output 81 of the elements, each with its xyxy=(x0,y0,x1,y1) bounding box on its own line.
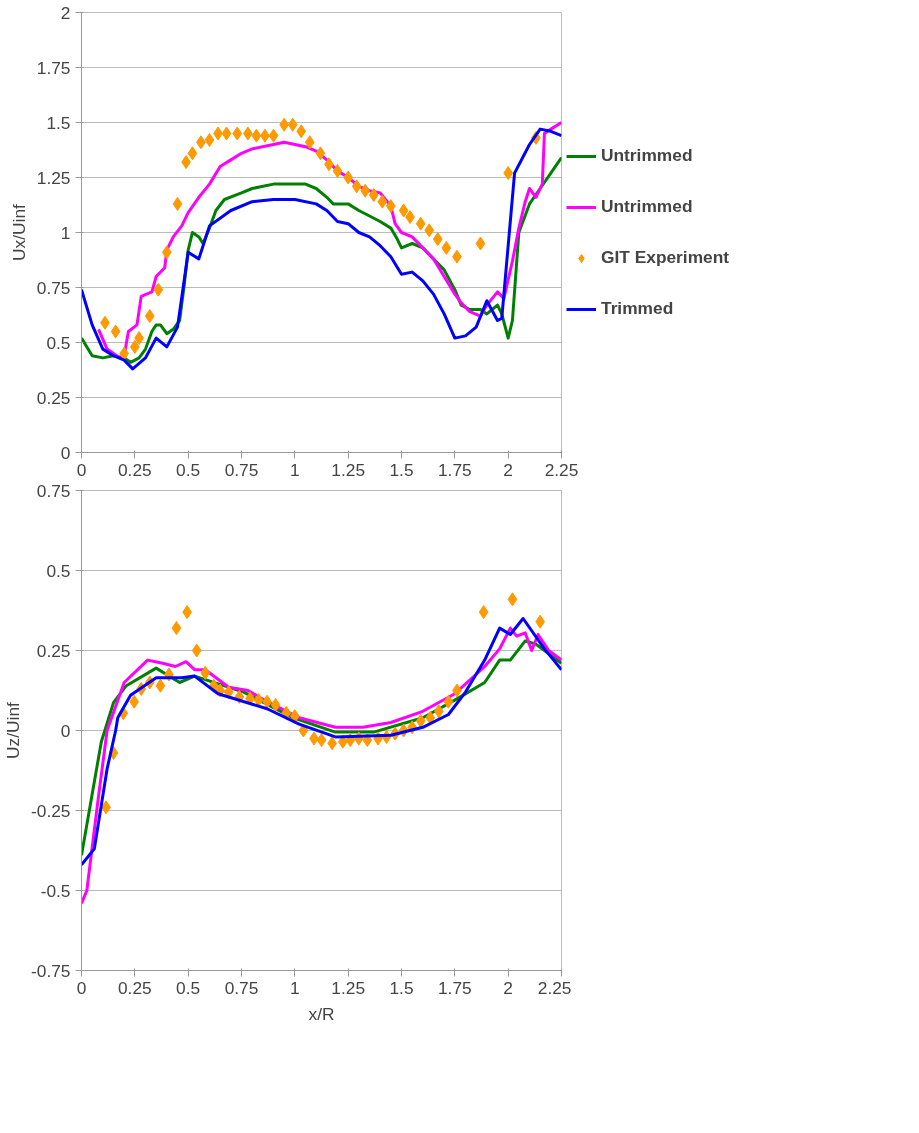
point xyxy=(316,733,327,748)
point xyxy=(187,146,198,161)
y-tick-label: 1.25 xyxy=(36,167,71,188)
point xyxy=(360,183,371,198)
y-tick-label: 0.75 xyxy=(36,480,71,501)
point xyxy=(191,643,202,658)
y-tick-label: -0.5 xyxy=(40,880,71,901)
x-tick-label: 2 xyxy=(503,977,513,998)
x-tick-label: 0.5 xyxy=(176,977,201,998)
x-tick-label: 1 xyxy=(290,977,300,998)
point xyxy=(204,133,215,148)
x-axis-title: x/R xyxy=(308,1003,335,1024)
point xyxy=(287,117,298,132)
point xyxy=(332,163,343,178)
point xyxy=(415,216,426,231)
line-series xyxy=(81,626,562,905)
legend-label: GIT Experiment xyxy=(601,247,730,268)
point xyxy=(441,240,452,255)
x-tick-label: 1 xyxy=(290,459,300,480)
point xyxy=(171,621,182,636)
point xyxy=(268,128,279,143)
y-tick-label: 0.5 xyxy=(46,560,71,581)
x-tick-label: 0.25 xyxy=(117,459,152,480)
point xyxy=(153,282,164,297)
x-tick-label: 0.75 xyxy=(224,459,259,480)
y-tick-label: 0 xyxy=(60,442,71,463)
x-tick-label: 0.75 xyxy=(224,977,259,998)
y-tick-label: -0.75 xyxy=(31,960,71,981)
point xyxy=(296,124,307,139)
point xyxy=(144,309,155,324)
point xyxy=(432,232,443,247)
point xyxy=(368,188,379,203)
x-tick-label: 1.5 xyxy=(389,459,414,480)
y-tick-label: 0.25 xyxy=(36,387,71,408)
y-tick-label: 1.5 xyxy=(46,112,71,133)
point xyxy=(377,194,388,209)
point xyxy=(315,146,326,161)
x-tick-label: 0 xyxy=(76,459,87,480)
legend-label: Trimmed xyxy=(601,298,674,319)
y-tick-label: 1 xyxy=(60,222,71,243)
point xyxy=(443,694,454,709)
point xyxy=(478,605,489,620)
x-tick-label: 1.75 xyxy=(437,977,472,998)
point xyxy=(110,324,121,339)
x-tick-label: 1.5 xyxy=(389,977,414,998)
point xyxy=(232,126,243,141)
point xyxy=(200,665,211,680)
point xyxy=(172,196,183,211)
y-tick-label: 0.25 xyxy=(36,640,71,661)
x-tick-label: 2 xyxy=(503,459,513,480)
x-tick-label: 0 xyxy=(76,977,87,998)
point xyxy=(251,128,262,143)
point xyxy=(155,678,166,693)
y-tick-label: 1.75 xyxy=(36,57,71,78)
point xyxy=(507,592,518,607)
point xyxy=(424,223,435,238)
y-tick-label: 0.75 xyxy=(36,277,71,298)
x-tick-label: 2.25 xyxy=(544,459,579,480)
point xyxy=(270,697,281,712)
x-tick-label: 1.25 xyxy=(331,977,366,998)
legend-label: Untrimmed xyxy=(601,145,693,166)
x-tick-label: 0.25 xyxy=(117,977,152,998)
y-axis-title: Ux/Uinf xyxy=(8,203,29,261)
y-tick-label: 2 xyxy=(60,2,71,23)
y-tick-label: -0.25 xyxy=(31,800,71,821)
y-axis-title: Uz/Uinf xyxy=(3,701,23,759)
point xyxy=(304,135,315,150)
x-tick-label: 0.5 xyxy=(176,459,201,480)
point xyxy=(425,710,436,725)
point xyxy=(129,694,140,709)
legend-label: Untrimmed xyxy=(601,196,693,217)
point xyxy=(221,126,232,141)
point xyxy=(415,713,426,728)
x-tick-label: 1.75 xyxy=(437,459,472,480)
point xyxy=(475,236,486,251)
y-tick-label: 0 xyxy=(60,720,71,741)
point xyxy=(398,203,409,218)
point xyxy=(351,179,362,194)
y-tick-label: 0.5 xyxy=(46,332,71,353)
x-tick-label: 2.25 xyxy=(537,977,572,998)
x-tick-label: 1.25 xyxy=(331,459,366,480)
